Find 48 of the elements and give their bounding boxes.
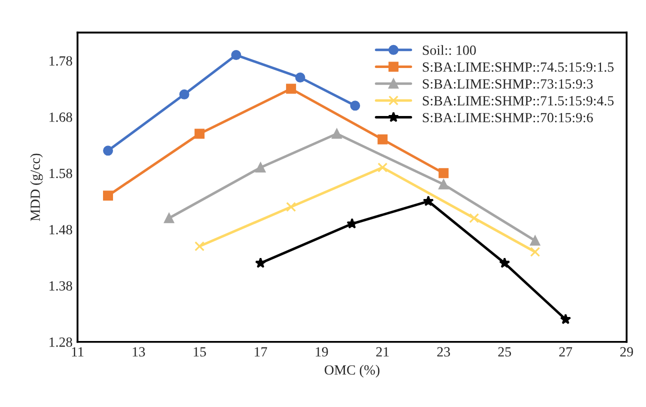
point — [422, 196, 434, 206]
point — [350, 100, 360, 111]
point — [295, 72, 306, 83]
y-tick-label: 1.28 — [50, 337, 72, 347]
point — [231, 50, 242, 60]
x-tick-label: 21 — [376, 347, 389, 356]
point — [332, 128, 342, 139]
point — [103, 146, 114, 156]
legend-label: S:BA:LIME:SHMP::71.5:15:9:4.5 — [422, 96, 614, 106]
x-tick-label: 29 — [620, 347, 633, 357]
x-tick-label: 11 — [72, 347, 84, 356]
y-tick-label: 1.78 — [50, 56, 72, 66]
y-axis-title: MDD (g/cc) — [30, 154, 43, 221]
y-tick-label: 1.48 — [50, 224, 72, 234]
point — [194, 241, 205, 252]
x-tick-label: 15 — [194, 347, 206, 357]
point — [469, 213, 480, 224]
x-tick-label: 17 — [254, 347, 268, 356]
point — [346, 218, 358, 229]
point — [194, 128, 205, 139]
point — [103, 190, 114, 201]
y-tick-label: 1.58 — [50, 168, 72, 178]
point — [378, 162, 388, 173]
x-tick-label: 13 — [132, 347, 145, 357]
point — [286, 84, 296, 94]
point — [179, 89, 190, 100]
point — [530, 246, 540, 257]
point — [560, 314, 572, 324]
x-axis-title: OMC (%) — [324, 364, 380, 378]
legend-label: S:BA:LIME:SHMP::70:15:9:6 — [422, 112, 593, 122]
point — [378, 134, 388, 144]
legend-label: S:BA:LIME:SHMP::73:15:9:3 — [422, 79, 593, 89]
x-tick-label: 27 — [559, 347, 572, 356]
point — [255, 257, 266, 268]
x-tick-label: 25 — [498, 347, 511, 357]
point — [164, 213, 174, 224]
legend-label: Soil:: 100 — [422, 45, 476, 55]
point — [499, 257, 510, 268]
y-tick-label: 1.38 — [50, 281, 72, 291]
y-tick-label: 1.68 — [50, 112, 72, 122]
point — [286, 202, 296, 212]
point — [438, 168, 449, 178]
x-tick-label: 19 — [316, 347, 328, 357]
x-tick-label: 23 — [437, 347, 450, 357]
point — [256, 162, 266, 173]
point — [438, 179, 449, 190]
legend-label: S:BA:LIME:SHMP::74.5:15:9:1.5 — [422, 62, 614, 72]
point — [530, 236, 540, 246]
